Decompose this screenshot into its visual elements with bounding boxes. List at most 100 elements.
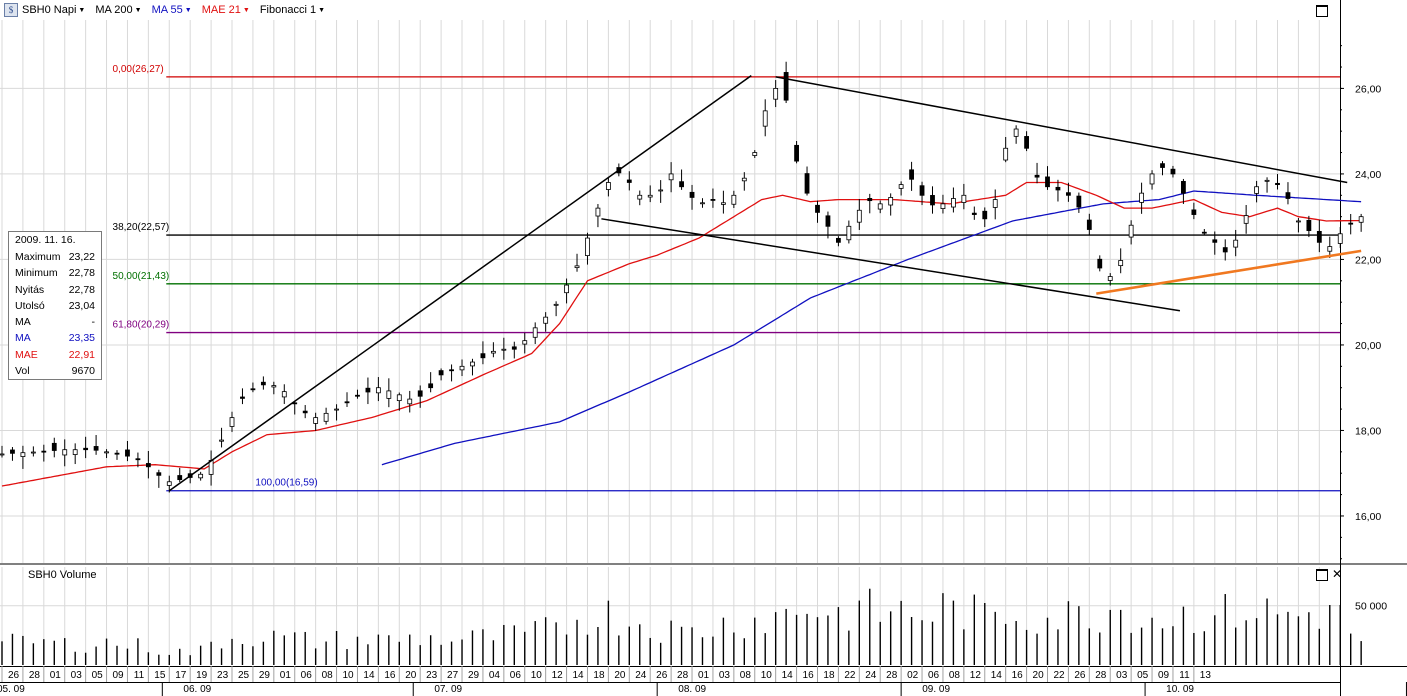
- data-window: 2009. 11. 16. Maximum 23,22 Minimum 22,78 Ny…: [8, 231, 102, 381]
- candle-down: [1306, 219, 1312, 231]
- candle-down: [302, 410, 308, 414]
- day-label: 26: [656, 670, 668, 681]
- candle-up: [470, 361, 475, 367]
- channel-upper-line: [775, 76, 1348, 184]
- candle-down: [1275, 182, 1280, 186]
- day-label: 20: [614, 670, 626, 681]
- day-label: 09: [112, 670, 124, 681]
- data-window-value: 23,35: [68, 332, 95, 345]
- candle-down: [480, 353, 486, 359]
- day-label: 22: [1053, 670, 1065, 681]
- close-volume-panel-icon[interactable]: ✕: [1331, 567, 1343, 581]
- data-window-row: Utolsó 23,04: [9, 298, 101, 314]
- candle-down: [815, 204, 820, 213]
- day-label: 05: [92, 670, 104, 681]
- up-trend-line: [168, 74, 752, 492]
- candle-up: [532, 327, 538, 338]
- mae21-line: [1, 181, 1362, 487]
- channel-lower-line: [601, 218, 1181, 312]
- day-label: 12: [552, 670, 564, 681]
- month-label: 08. 09: [678, 684, 706, 695]
- day-label: 14: [782, 670, 794, 681]
- candle-up: [1337, 233, 1343, 244]
- dropdown-arrow-icon: ▼: [242, 6, 250, 14]
- candle-up: [888, 197, 894, 206]
- maximize-price-panel-icon[interactable]: [1316, 5, 1328, 17]
- toolbar: $ SBH0 Napi ▼ MA 200 ▼ MA 55 ▼ MAE 21 ▼ …: [0, 0, 331, 20]
- price-panel-bg: [0, 20, 1340, 563]
- candle-up: [961, 194, 967, 203]
- candle-up: [386, 390, 392, 399]
- day-label: 08: [949, 670, 961, 681]
- day-label: 14: [363, 670, 375, 681]
- data-window-label: Nyitás: [15, 283, 45, 296]
- day-label: 28: [29, 670, 41, 681]
- candle-down: [145, 463, 151, 468]
- candle-down: [794, 144, 799, 162]
- candle-up: [271, 385, 277, 388]
- day-label: 06: [301, 670, 313, 681]
- price-tick-label: 18,00: [1355, 425, 1381, 437]
- price-tick-label: 20,00: [1355, 340, 1381, 352]
- data-window-row: Nyitás 22,78: [9, 282, 101, 298]
- candle-up: [595, 207, 601, 217]
- candle-down: [867, 198, 873, 202]
- symbol-selector[interactable]: $ SBH0 Napi ▼: [0, 1, 91, 19]
- day-label: 06: [510, 670, 522, 681]
- candle-down: [1285, 192, 1291, 199]
- day-label: 24: [635, 670, 647, 681]
- candle-up: [846, 225, 852, 241]
- day-label: 16: [803, 670, 815, 681]
- day-label: 26: [8, 670, 20, 681]
- candle-up: [752, 152, 758, 156]
- data-window-row: Vol 9670: [9, 363, 101, 379]
- day-label: 19: [196, 670, 208, 681]
- day-label: 08: [740, 670, 752, 681]
- day-label: 03: [719, 670, 731, 681]
- data-window-value: 9670: [71, 365, 95, 378]
- price-tick-label: 16,00: [1355, 511, 1381, 523]
- day-label: 16: [1012, 670, 1024, 681]
- day-label: 08: [322, 670, 334, 681]
- candle-down: [930, 195, 935, 206]
- data-window-label: MA: [15, 332, 31, 345]
- candle-up: [334, 408, 339, 411]
- candle-up: [564, 284, 569, 294]
- candle-up: [522, 340, 528, 345]
- candle-up: [877, 203, 883, 210]
- candle-down: [1212, 239, 1218, 243]
- data-window-label: Vol: [15, 365, 30, 378]
- ma200-indicator-menu[interactable]: MA 200 ▼: [91, 1, 147, 19]
- candle-down: [365, 387, 371, 393]
- ma55-indicator-menu[interactable]: MA 55 ▼: [148, 1, 198, 19]
- candle-down: [1160, 163, 1165, 168]
- month-label: 05. 09: [0, 684, 25, 695]
- candle-down: [449, 369, 454, 372]
- day-label: 20: [1033, 670, 1045, 681]
- candle-down: [355, 394, 360, 397]
- candle-up: [605, 182, 611, 190]
- maximize-volume-panel-icon[interactable]: [1316, 569, 1328, 581]
- vertical-grid: [0, 20, 1340, 665]
- candle-up: [720, 202, 726, 205]
- candle-down: [135, 458, 141, 461]
- candle-up: [1296, 220, 1301, 223]
- candle-down: [836, 237, 841, 243]
- candle-down: [1045, 176, 1050, 188]
- day-label: 14: [573, 670, 585, 681]
- candle-up: [198, 473, 204, 479]
- day-label: 28: [886, 670, 898, 681]
- candle-down: [1086, 219, 1092, 230]
- mae21-indicator-menu[interactable]: MAE 21 ▼: [198, 1, 256, 19]
- day-label: 02: [907, 670, 919, 681]
- fibonacci-tool-menu[interactable]: Fibonacci 1 ▼: [256, 1, 331, 19]
- data-window-label: MAE: [15, 348, 38, 361]
- candle-up: [1003, 147, 1009, 161]
- data-window-value: 22,78: [68, 283, 95, 296]
- candle-down: [177, 475, 183, 481]
- day-label: 22: [844, 670, 856, 681]
- candle-down: [1222, 247, 1228, 253]
- day-labels: 26 28 01 03 05 09 11 15 17 19 23 25 29 01 06 08 10 14 16 20…: [1, 666, 1211, 682]
- fibonacci-level-label: 61,80(20,29): [113, 320, 170, 331]
